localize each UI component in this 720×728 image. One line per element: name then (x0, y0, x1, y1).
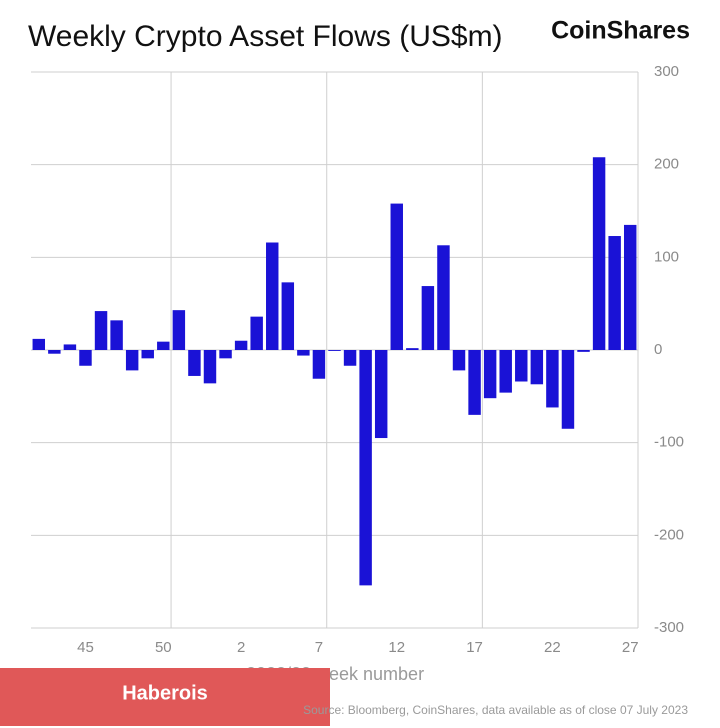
bar (468, 350, 481, 415)
x-tick-label: 12 (388, 639, 405, 656)
bar (79, 350, 92, 366)
bar (530, 350, 544, 385)
bar (390, 203, 403, 350)
bar (94, 311, 108, 350)
y-tick-label: 200 (654, 156, 679, 173)
bar (312, 350, 326, 379)
y-tick-label: 100 (654, 248, 679, 265)
bar (452, 350, 466, 371)
watermark-box (0, 668, 330, 726)
y-tick-label: 300 (654, 63, 679, 80)
bar (157, 341, 170, 350)
bar (63, 344, 77, 350)
bar (125, 350, 139, 371)
bar (266, 242, 279, 350)
bar (592, 157, 606, 350)
bar (219, 350, 232, 359)
bar (546, 350, 559, 408)
bar (359, 350, 372, 586)
bar (281, 282, 295, 350)
bar (374, 350, 388, 439)
y-tick-label: -300 (654, 619, 684, 636)
x-tick-label: 27 (622, 639, 639, 656)
bar (483, 350, 497, 399)
y-tick-label: -200 (654, 526, 684, 543)
y-tick-label: 0 (654, 341, 662, 358)
source-note: Source: Bloomberg, CoinShares, data avai… (303, 703, 688, 717)
bar (203, 350, 217, 384)
brand-logo: CoinShares (551, 17, 690, 45)
bar (141, 350, 154, 359)
bar (32, 338, 46, 350)
bar (188, 350, 201, 376)
x-tick-label: 22 (544, 639, 561, 656)
bar (561, 350, 575, 429)
bar (110, 320, 123, 350)
bar (297, 350, 310, 356)
bar (172, 310, 186, 350)
bar (608, 236, 621, 350)
bar (421, 286, 435, 350)
x-tick-label: 50 (155, 639, 172, 656)
chart-title: Weekly Crypto Asset Flows (US$m) (28, 20, 503, 53)
bar (515, 350, 528, 382)
bar (406, 348, 419, 350)
bar (48, 350, 61, 354)
bar (328, 350, 341, 351)
bar (250, 316, 263, 350)
bar (623, 224, 637, 350)
bar (234, 340, 248, 350)
bar (499, 350, 512, 393)
watermark: Haberois (122, 682, 208, 704)
bar (577, 350, 590, 352)
bar (343, 350, 357, 366)
x-tick-label: 2 (237, 639, 245, 656)
x-tick-label: 7 (315, 639, 323, 656)
x-tick-label: 45 (77, 639, 94, 656)
bar (437, 245, 450, 350)
x-tick-label: 17 (466, 639, 483, 656)
y-tick-label: -100 (654, 434, 684, 451)
